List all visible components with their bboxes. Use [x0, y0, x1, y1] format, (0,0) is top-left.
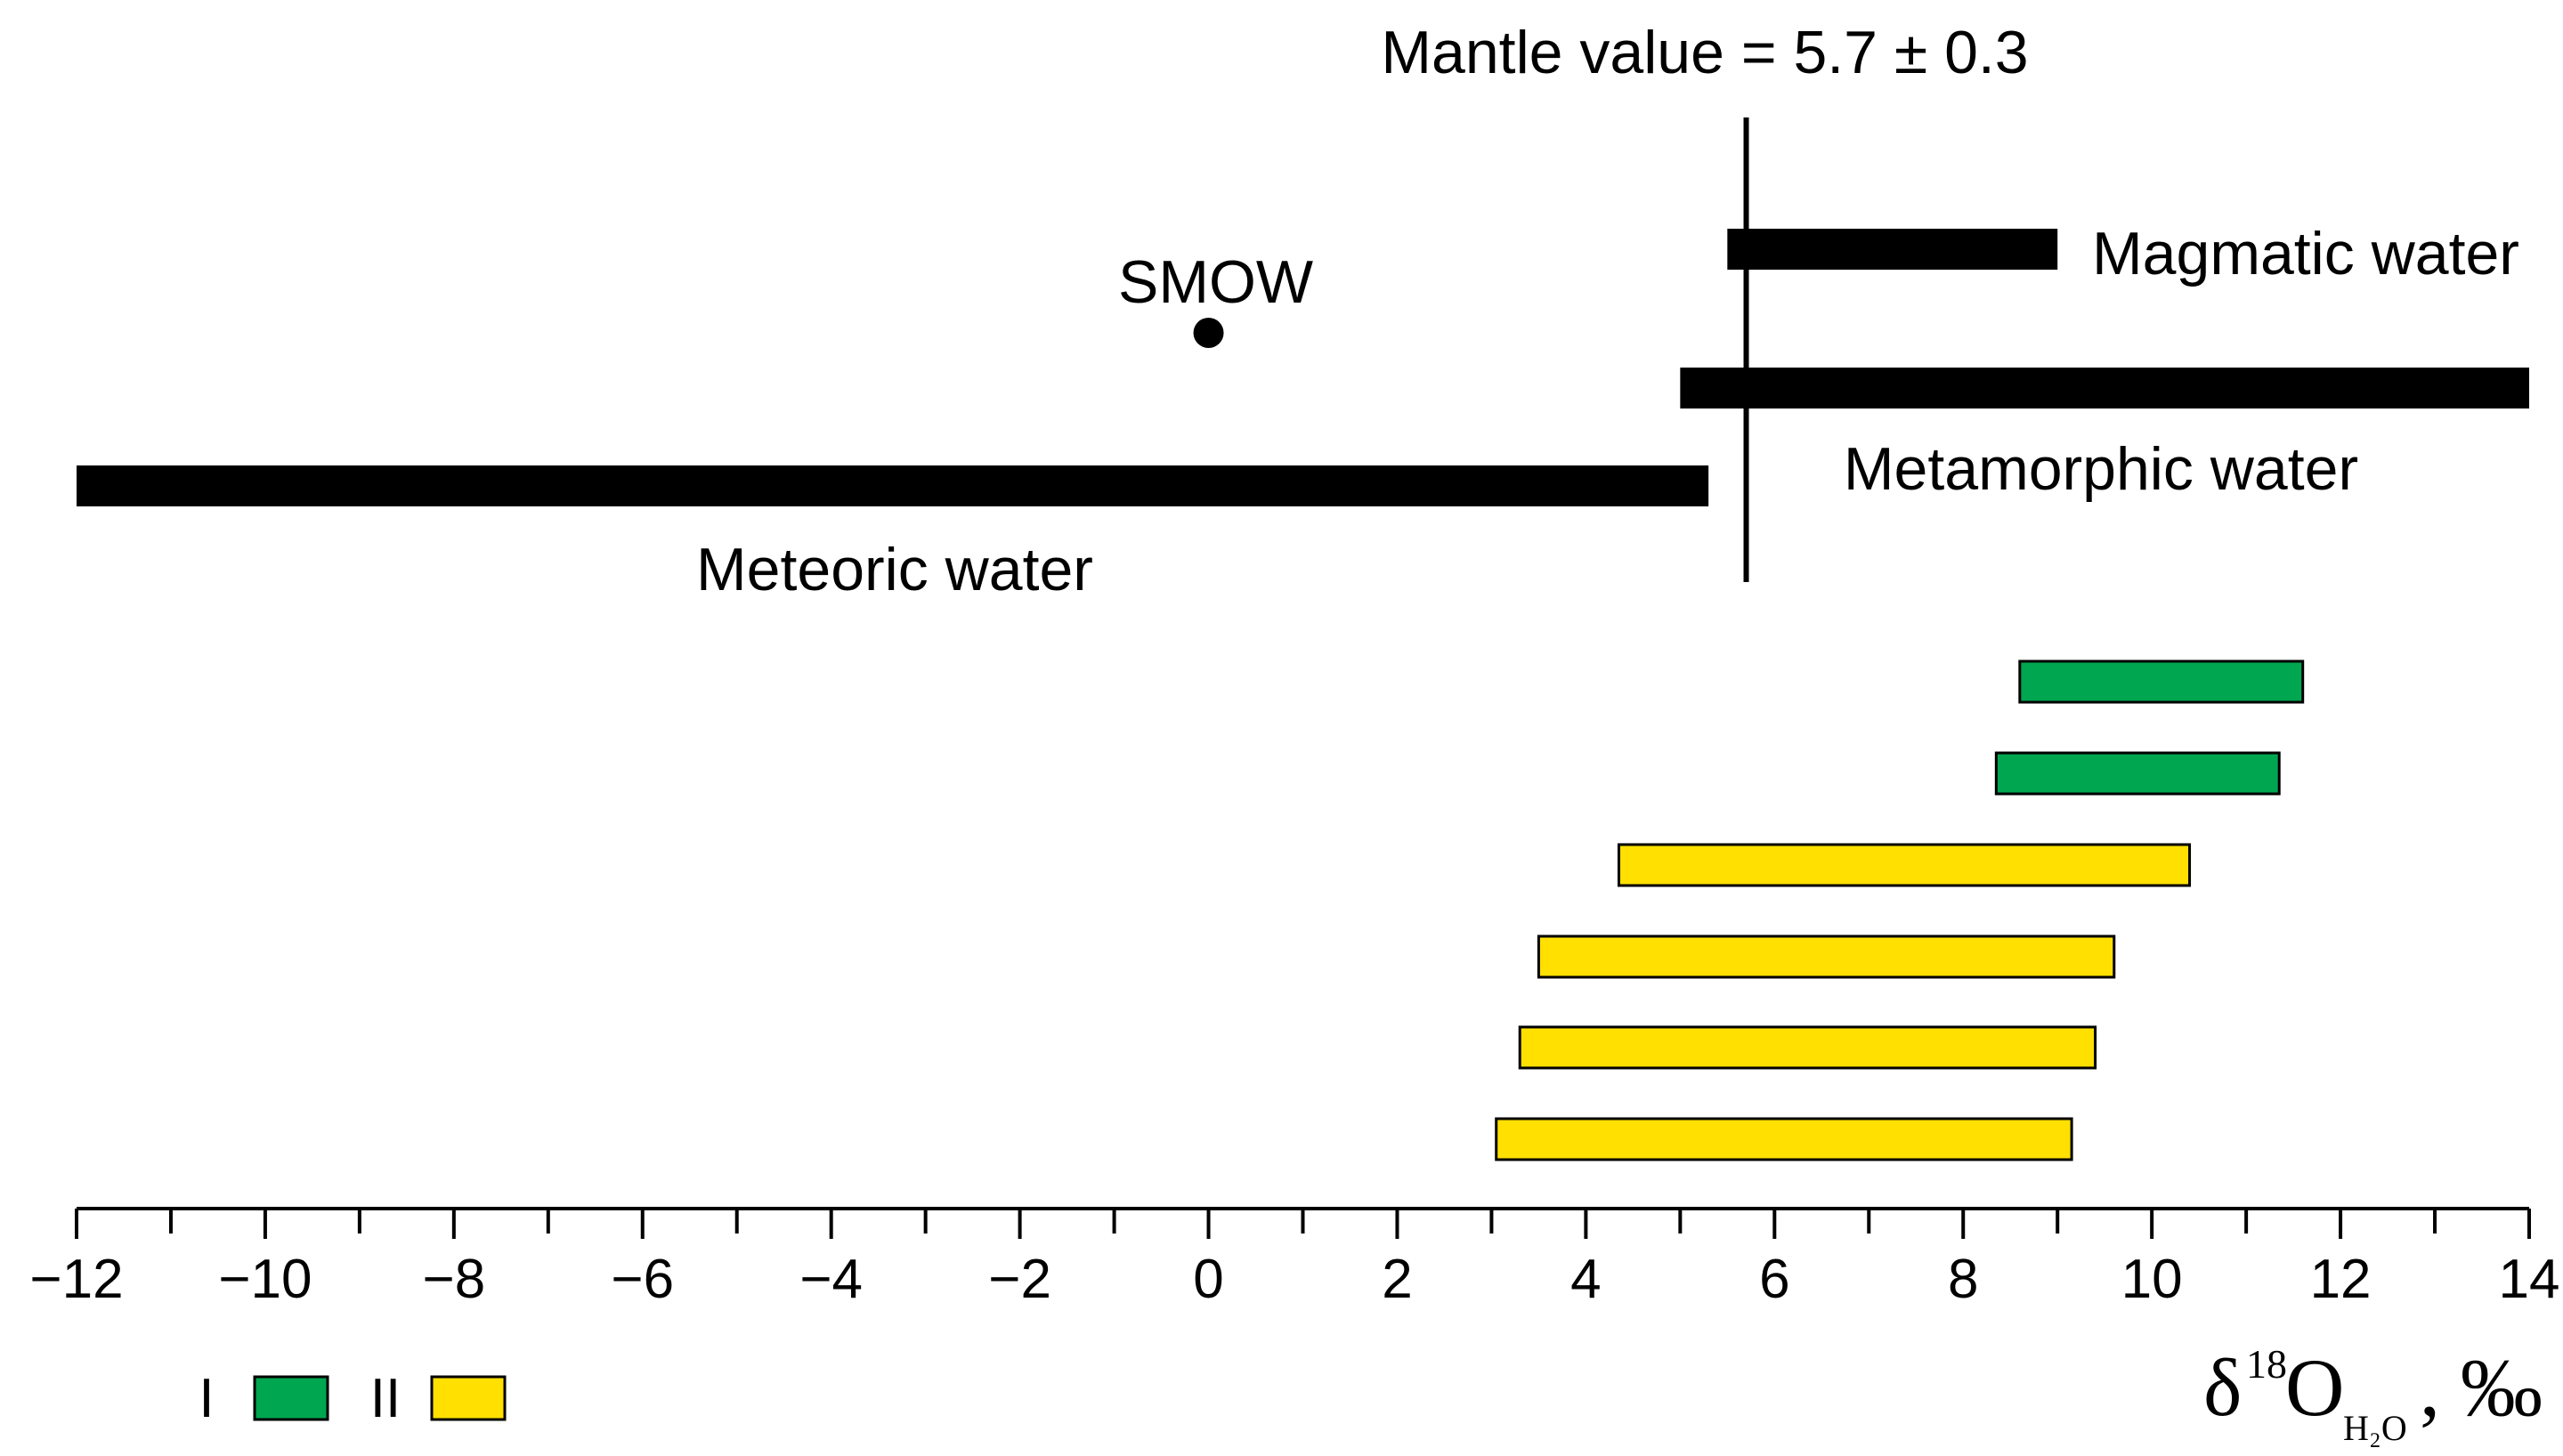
x-tick-label: 8 [1948, 1249, 1978, 1310]
x-tick-label: 6 [1759, 1249, 1789, 1310]
x-axis-title-oxygen: O [2285, 1342, 2344, 1433]
x-axis-title-delta: δ [2203, 1342, 2242, 1433]
x-axis-title: δ 18 O H₂O , ‰ [2203, 1341, 2543, 1448]
x-tick-label: −12 [29, 1249, 123, 1310]
smow-reference: SMOW [1118, 248, 1313, 348]
smow-label: SMOW [1118, 248, 1313, 316]
magmatic-water-label: Magmatic water [2092, 220, 2519, 287]
legend-label-ii: II [370, 1368, 401, 1429]
sample-bar-group-i [1994, 751, 2281, 796]
x-axis: −12 −10 −8 −6 −4 −2 0 2 4 6 8 10 12 14 [29, 1207, 2560, 1310]
magmatic-water-bar [1727, 229, 2058, 270]
x-axis-title-subscript: H₂O [2343, 1408, 2407, 1448]
sample-ranges [1495, 659, 2305, 1161]
x-tick-label: 2 [1382, 1249, 1412, 1310]
sample-bar-group-ii [1495, 1117, 2073, 1161]
legend-label-i: I [199, 1368, 214, 1429]
legend-swatch-i [253, 1375, 329, 1421]
x-tick-label: −6 [611, 1249, 674, 1310]
sample-bar-group-ii [1518, 1025, 2097, 1070]
sample-bar-group-ii [1617, 843, 2192, 887]
meteoric-water-bar [77, 465, 1709, 506]
x-axis-title-superscript: 18 [2246, 1341, 2287, 1387]
legend: I II [199, 1368, 507, 1429]
x-tick-label: −10 [218, 1249, 312, 1310]
smow-point [1193, 318, 1224, 348]
sample-bar-group-i [2018, 659, 2305, 704]
sample-bar-group-ii [1537, 934, 2116, 979]
x-tick-label: 0 [1193, 1249, 1223, 1310]
x-tick-label: −8 [422, 1249, 485, 1310]
x-tick-label: 4 [1570, 1249, 1601, 1310]
mantle-marker: Mantle value = 5.7 ± 0.3 [1381, 19, 2029, 582]
metamorphic-water-label: Metamorphic water [1844, 435, 2358, 503]
x-tick-label: −2 [988, 1249, 1051, 1310]
metamorphic-water-bar [1680, 368, 2529, 408]
x-axis-title-unit: , ‰ [2420, 1342, 2543, 1433]
x-tick-label: 10 [2121, 1249, 2183, 1310]
reference-ranges: Magmatic water Metamorphic water Meteoric … [77, 220, 2529, 603]
x-tick-label: 12 [2310, 1249, 2372, 1310]
mantle-label: Mantle value = 5.7 ± 0.3 [1381, 19, 2028, 86]
x-tick-label: −4 [799, 1249, 863, 1310]
legend-swatch-ii [430, 1375, 507, 1421]
meteoric-water-label: Meteoric water [696, 536, 1093, 603]
x-tick-label: 14 [2499, 1249, 2560, 1310]
